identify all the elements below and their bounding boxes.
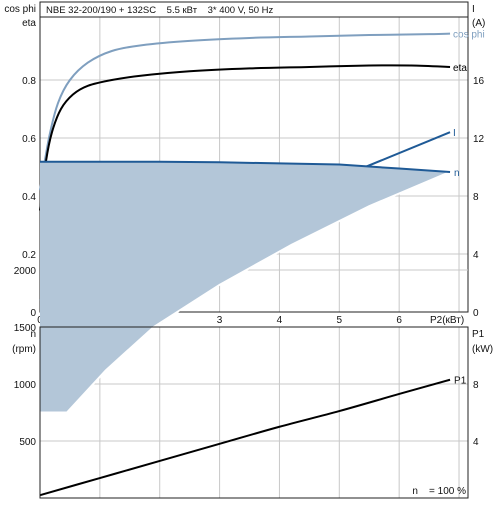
series-p1-line (39, 378, 451, 497)
top-left-tick-label: 0.4 (22, 192, 36, 203)
ylabel-right-top: I (472, 4, 475, 15)
series-n-line (40, 160, 451, 173)
bottom-left-tick-label: 1000 (14, 380, 37, 391)
x-axis-label: P2(кВт) (430, 315, 464, 326)
ylabel-kw: (kW) (472, 344, 493, 355)
ylabel-p1: P1 (472, 329, 485, 340)
speed-footer: n = 100 % (412, 486, 466, 497)
top-right-tick-label: 12 (473, 134, 485, 145)
series-p1-label: P1 (454, 376, 467, 387)
top-left-tick-label: 0 (30, 308, 36, 319)
top-x-tick-label: 6 (396, 315, 402, 326)
bottom-left-tick-label: 500 (19, 437, 36, 448)
top-right-tick-label: 4 (473, 250, 479, 261)
bottom-series: n P1 (39, 160, 467, 497)
series-eta-label: eta (453, 63, 467, 74)
series-cos-phi-line (39, 32, 451, 191)
speed-range-area (40, 161, 451, 413)
top-x-tick-label: 3 (217, 315, 223, 326)
bottom-right-tick-label: 8 (473, 380, 479, 391)
series-n-label: n (454, 168, 460, 179)
ylabel-rpm: (rpm) (12, 344, 36, 355)
top-x-tick-label: 5 (337, 315, 343, 326)
ylabel-right-bottom: (A) (472, 18, 485, 29)
bottom-left-tick-label: 2000 (14, 266, 37, 277)
top-left-tick-label: 0.6 (22, 134, 36, 145)
top-plot-frame (39, 1, 469, 313)
chart-title: NBE 32-200/190 + 132SC 5.5 кВт 3* 400 V,… (46, 5, 274, 16)
top-right-tick-label: 16 (473, 76, 485, 87)
bottom-right-tick-labels: 48 (473, 380, 479, 448)
top-x-tick-label: 4 (277, 315, 283, 326)
ylabel-left-top: cos phi (4, 4, 36, 15)
ylabel-n: n (30, 329, 36, 340)
ylabel-left-bottom: eta (22, 18, 36, 29)
top-left-tick-label: 0.8 (22, 76, 36, 87)
bottom-right-tick-label: 4 (473, 437, 479, 448)
bottom-left-tick-labels: 500 1000 1500 2000 (14, 266, 37, 448)
top-right-tick-label: 0 (473, 308, 479, 319)
bottom-left-tick-label: 1500 (14, 323, 37, 334)
top-right-tick-label: 8 (473, 192, 479, 203)
speed-min-boundary (40, 171, 451, 414)
series-i-label: I (453, 128, 456, 139)
top-left-tick-labels: 0 0.2 0.4 0.6 0.8 (22, 76, 36, 319)
top-left-tick-label: 0.2 (22, 250, 36, 261)
series-eta-line (39, 64, 451, 211)
series-cos-phi-label: cos phi (453, 30, 485, 41)
top-right-tick-labels: 0 4 8 12 16 (473, 76, 485, 319)
bottom-plot-frame (39, 326, 469, 499)
